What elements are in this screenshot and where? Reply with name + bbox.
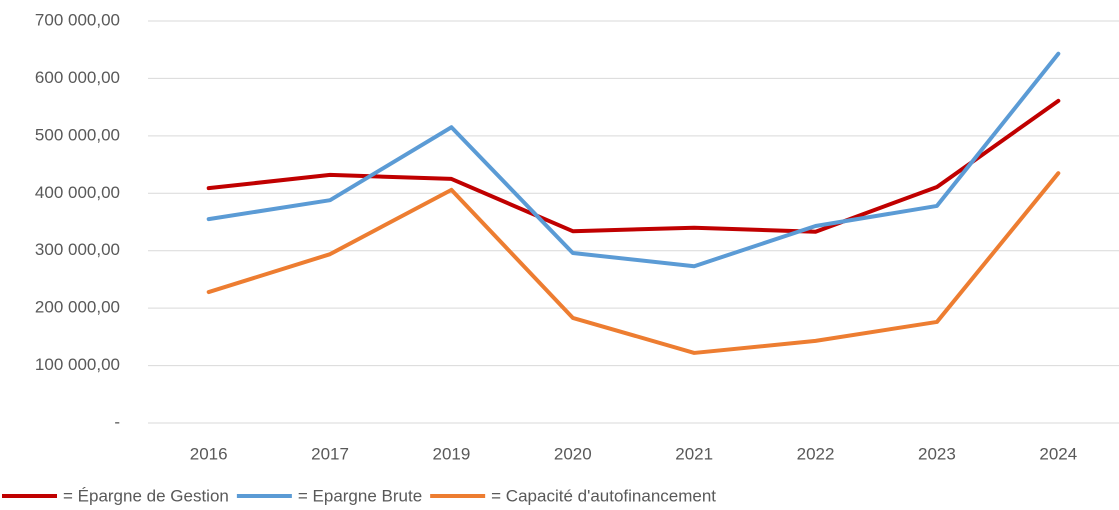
x-tick-label: 2020 xyxy=(554,444,592,463)
y-tick-label: 400 000,00 xyxy=(35,183,120,202)
y-tick-label: 300 000,00 xyxy=(35,240,120,259)
y-tick-label: 100 000,00 xyxy=(35,355,120,374)
y-tick-label: 700 000,00 xyxy=(35,10,120,29)
x-tick-label: 2024 xyxy=(1039,444,1077,463)
legend-label: = Capacité d'autofinancement xyxy=(491,486,716,505)
series-line xyxy=(206,171,1061,355)
series-line xyxy=(206,51,1061,269)
y-tick-label: 600 000,00 xyxy=(35,68,120,87)
series-line xyxy=(206,98,1061,234)
legend-label: = Epargne Brute xyxy=(298,486,422,505)
y-tick-label: 200 000,00 xyxy=(35,298,120,317)
legend-label: = Épargne de Gestion xyxy=(63,486,229,505)
y-tick-label: - xyxy=(114,412,120,431)
x-tick-label: 2019 xyxy=(433,444,471,463)
x-tick-label: 2016 xyxy=(190,444,228,463)
x-tick-label: 2017 xyxy=(311,444,349,463)
x-tick-label: 2023 xyxy=(918,444,956,463)
y-tick-label: 500 000,00 xyxy=(35,125,120,144)
x-tick-label: 2022 xyxy=(797,444,835,463)
x-tick-label: 2021 xyxy=(675,444,713,463)
